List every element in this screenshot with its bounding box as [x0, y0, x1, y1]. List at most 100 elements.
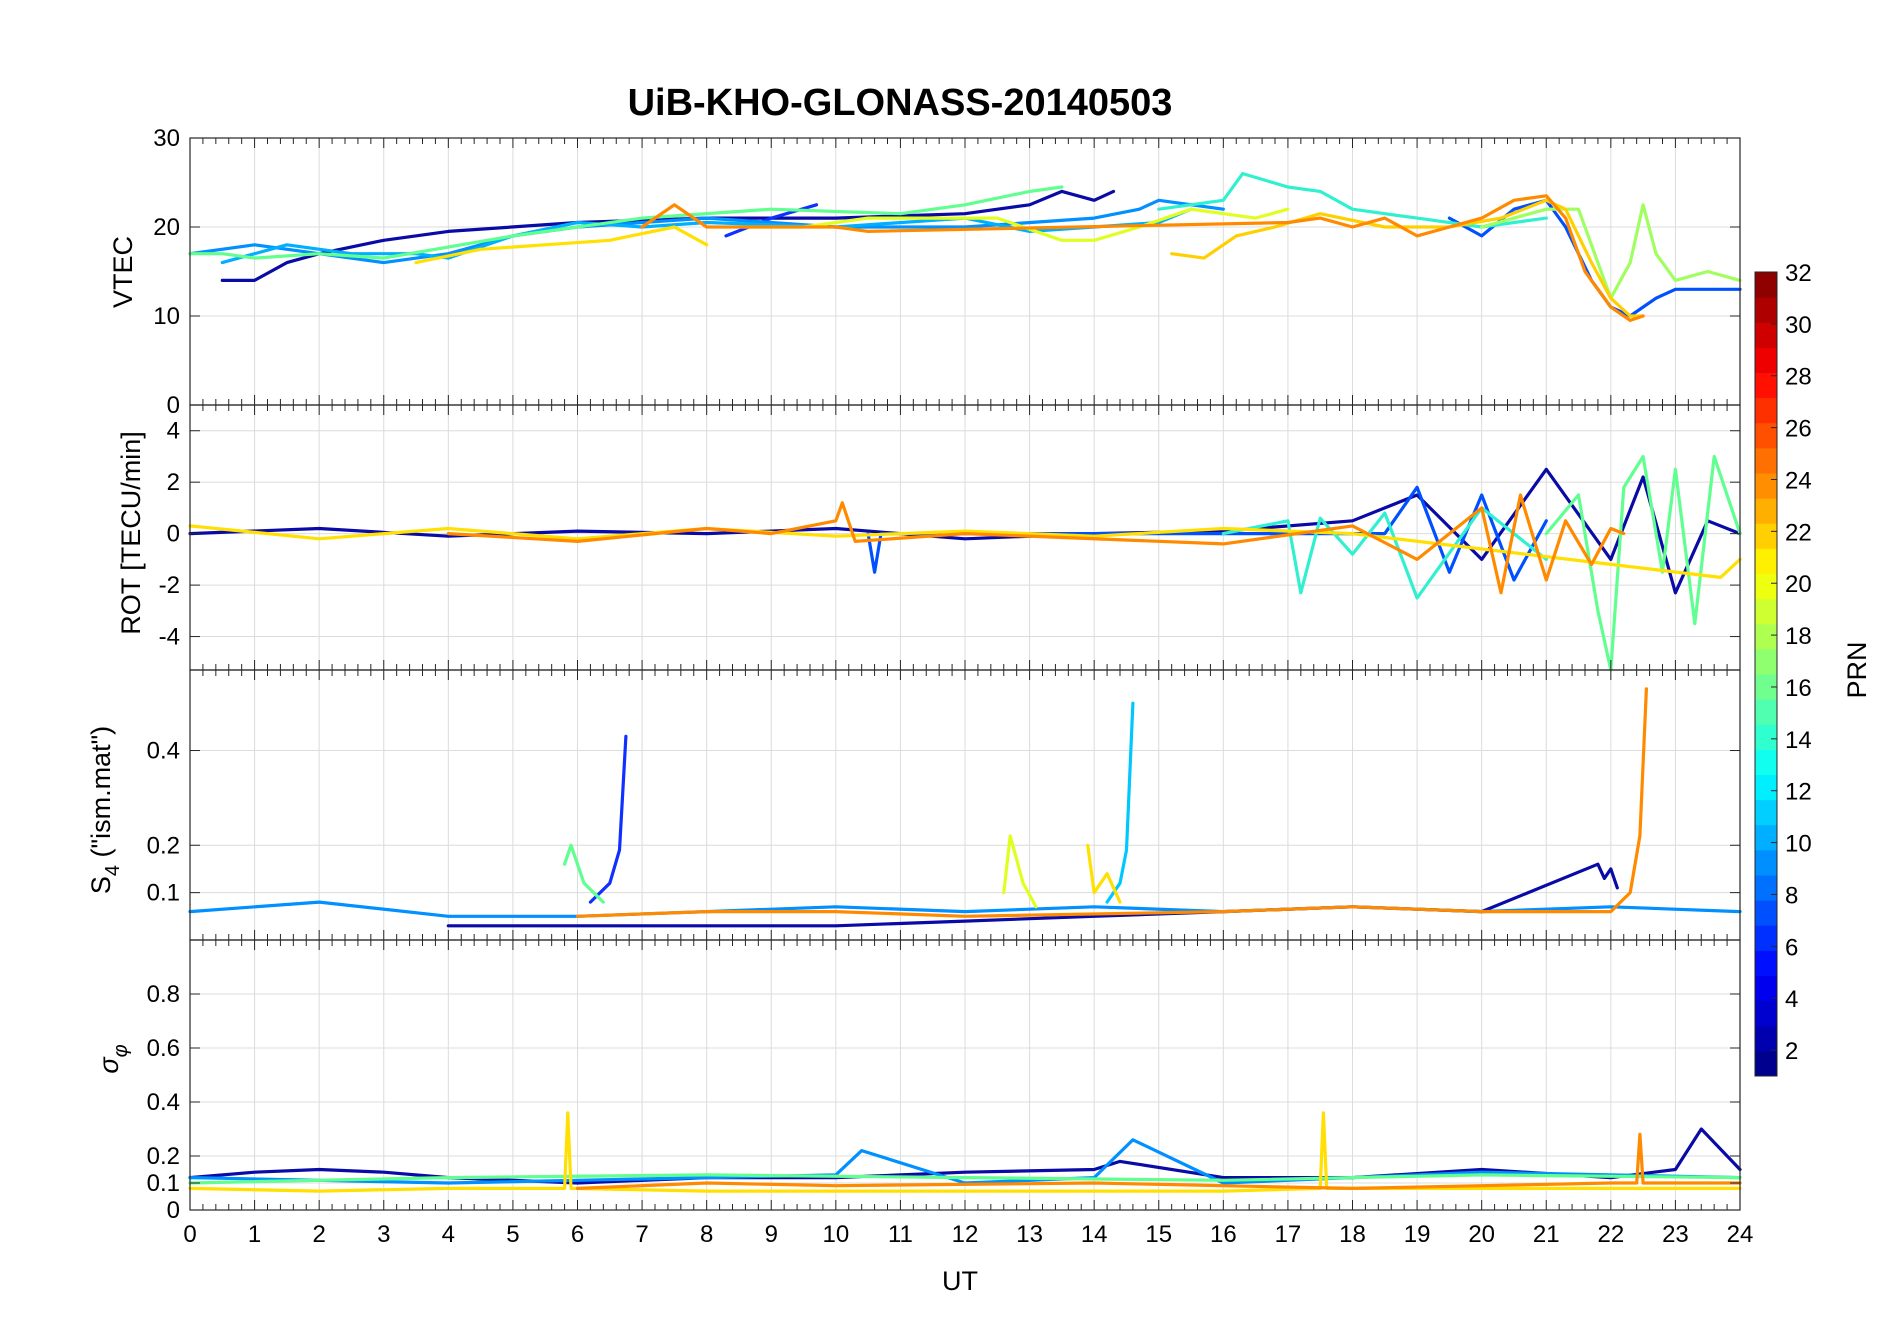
colorbar-tick-label: 28 [1785, 364, 1812, 391]
x-tick-label: 6 [571, 1221, 584, 1248]
colorbar-tick-label: 30 [1785, 312, 1812, 339]
colorbar-segment [1755, 1000, 1777, 1027]
y-tick-label: 0.2 [147, 832, 180, 859]
s4-panel: 0.1 0.2 0.4 [147, 669, 1742, 941]
chart-title: UiB-KHO-GLONASS-20140503 [628, 82, 1173, 124]
x-tick-label: 8 [700, 1221, 713, 1248]
svg-text:S4 ("ism.mat"): S4 ("ism.mat") [86, 726, 124, 894]
y-tick-label: 2 [167, 469, 180, 496]
series-prn-21 [1170, 198, 1645, 318]
series-prn-11 [1105, 701, 1135, 904]
x-tick-label: 2 [312, 1221, 325, 1248]
y-tick-label: 4 [167, 418, 180, 445]
colorbar-segment [1755, 975, 1777, 1002]
colorbar-tick-label: 32 [1785, 260, 1812, 287]
x-tick-label: 21 [1533, 1221, 1560, 1248]
x-tick-label: 3 [377, 1221, 390, 1248]
colorbar-tick-label: 16 [1785, 675, 1812, 702]
series-prn-17 [1480, 203, 1742, 300]
series-prn-2 [220, 189, 1116, 282]
x-tick-label: 17 [1275, 1221, 1302, 1248]
y-tick-label: 0.4 [147, 738, 180, 765]
colorbar-segment [1755, 724, 1777, 750]
y-tick-label: 0 [167, 392, 180, 419]
colorbar-segment [1755, 799, 1777, 826]
colorbar-segment [1755, 473, 1777, 499]
y-tick-label: 0.8 [147, 981, 180, 1008]
series-prn-5 [588, 734, 628, 904]
colorbar-segment [1755, 523, 1777, 549]
x-tick-label: 18 [1339, 1221, 1366, 1248]
sigma-phi-panel: 00.10.20.40.60.80 1 2 3 4 5 6 7 8 9 10 11 12 13 14 15 16… [147, 939, 1754, 1248]
x-tick-label: 23 [1662, 1221, 1689, 1248]
y-tick-label: -2 [159, 572, 180, 599]
colorbar-segment [1755, 623, 1777, 650]
y-tick-label: 30 [153, 125, 180, 152]
x-tick-label: 0 [183, 1221, 196, 1248]
colorbar-segment [1755, 598, 1777, 625]
colorbar-segment [1755, 749, 1777, 775]
y-tick-label: 0.2 [147, 1143, 180, 1170]
series-prn-19 [1002, 834, 1038, 909]
svg-text:σφ: σφ [94, 1044, 132, 1073]
x-tick-label: 14 [1081, 1221, 1108, 1248]
colorbar-segment [1755, 1025, 1777, 1052]
series-prn-23 [575, 1132, 1742, 1190]
series-prn-23 [640, 194, 1645, 322]
colorbar-segment [1755, 774, 1777, 801]
series-prn-14 [1221, 506, 1548, 600]
x-tick-label: 10 [822, 1221, 849, 1248]
x-tick-label: 12 [952, 1221, 979, 1248]
xlabel-ut: UT [942, 1266, 978, 1296]
colorbar-segment [1755, 297, 1777, 323]
colorbar-segment [1755, 347, 1777, 373]
colorbar-segment [1755, 824, 1777, 851]
x-tick-label: 13 [1016, 1221, 1043, 1248]
colorbar-tick-label: 14 [1785, 727, 1812, 754]
x-tick-label: 11 [888, 1221, 913, 1248]
series-prn-16 [1544, 454, 1742, 672]
x-tick-label: 24 [1727, 1221, 1754, 1248]
y-tick-label: 0 [167, 1197, 180, 1224]
y-tick-label: 0.4 [147, 1089, 180, 1116]
colorbar-segment [1755, 925, 1777, 951]
y-tick-label: 0.1 [147, 1170, 180, 1197]
colorbar-segment [1755, 900, 1777, 926]
series-prn-23 [446, 493, 1626, 595]
x-tick-label: 1 [248, 1221, 261, 1248]
x-tick-label: 15 [1145, 1221, 1172, 1248]
x-tick-label: 9 [765, 1221, 778, 1248]
x-tick-label: 19 [1404, 1221, 1431, 1248]
colorbar-tick-label: 12 [1785, 779, 1812, 806]
colorbar-tick-label: 26 [1785, 416, 1812, 443]
colorbar-segment [1755, 950, 1777, 976]
x-tick-label: 4 [442, 1221, 455, 1248]
ylabel-s4: S4 ("ism.mat") [86, 726, 124, 894]
colorbar-tick-label: 18 [1785, 623, 1812, 650]
y-tick-label: 0.6 [147, 1035, 180, 1062]
colorbar-segment [1755, 573, 1777, 600]
colorbar-segment [1755, 372, 1777, 399]
y-tick-label: -4 [159, 624, 180, 651]
series-prn-20 [188, 524, 1742, 579]
colorbar-label: PRN [1842, 641, 1872, 698]
y-tick-label: 10 [153, 303, 180, 330]
colorbar-segment [1755, 1050, 1777, 1077]
colorbar-segment [1755, 699, 1777, 725]
series-prn-16 [563, 843, 605, 904]
colorbar-tick-label: 20 [1785, 571, 1812, 598]
colorbar-segment [1755, 548, 1777, 574]
colorbar-segment [1755, 498, 1777, 524]
x-tick-label: 20 [1468, 1221, 1495, 1248]
rot-panel: -4 -2 0 2 4 [159, 404, 1742, 672]
colorbar-tick-label: 24 [1785, 467, 1812, 494]
colorbar-tick-label: 10 [1785, 831, 1812, 858]
y-tick-label: 20 [153, 214, 180, 241]
x-tick-label: 22 [1597, 1221, 1624, 1248]
vtec-panel: 0 10 20 30 [153, 125, 1742, 419]
y-tick-label: 0.1 [147, 880, 180, 907]
x-tick-label: 5 [506, 1221, 519, 1248]
ylabel-vtec: VTEC [108, 236, 138, 308]
